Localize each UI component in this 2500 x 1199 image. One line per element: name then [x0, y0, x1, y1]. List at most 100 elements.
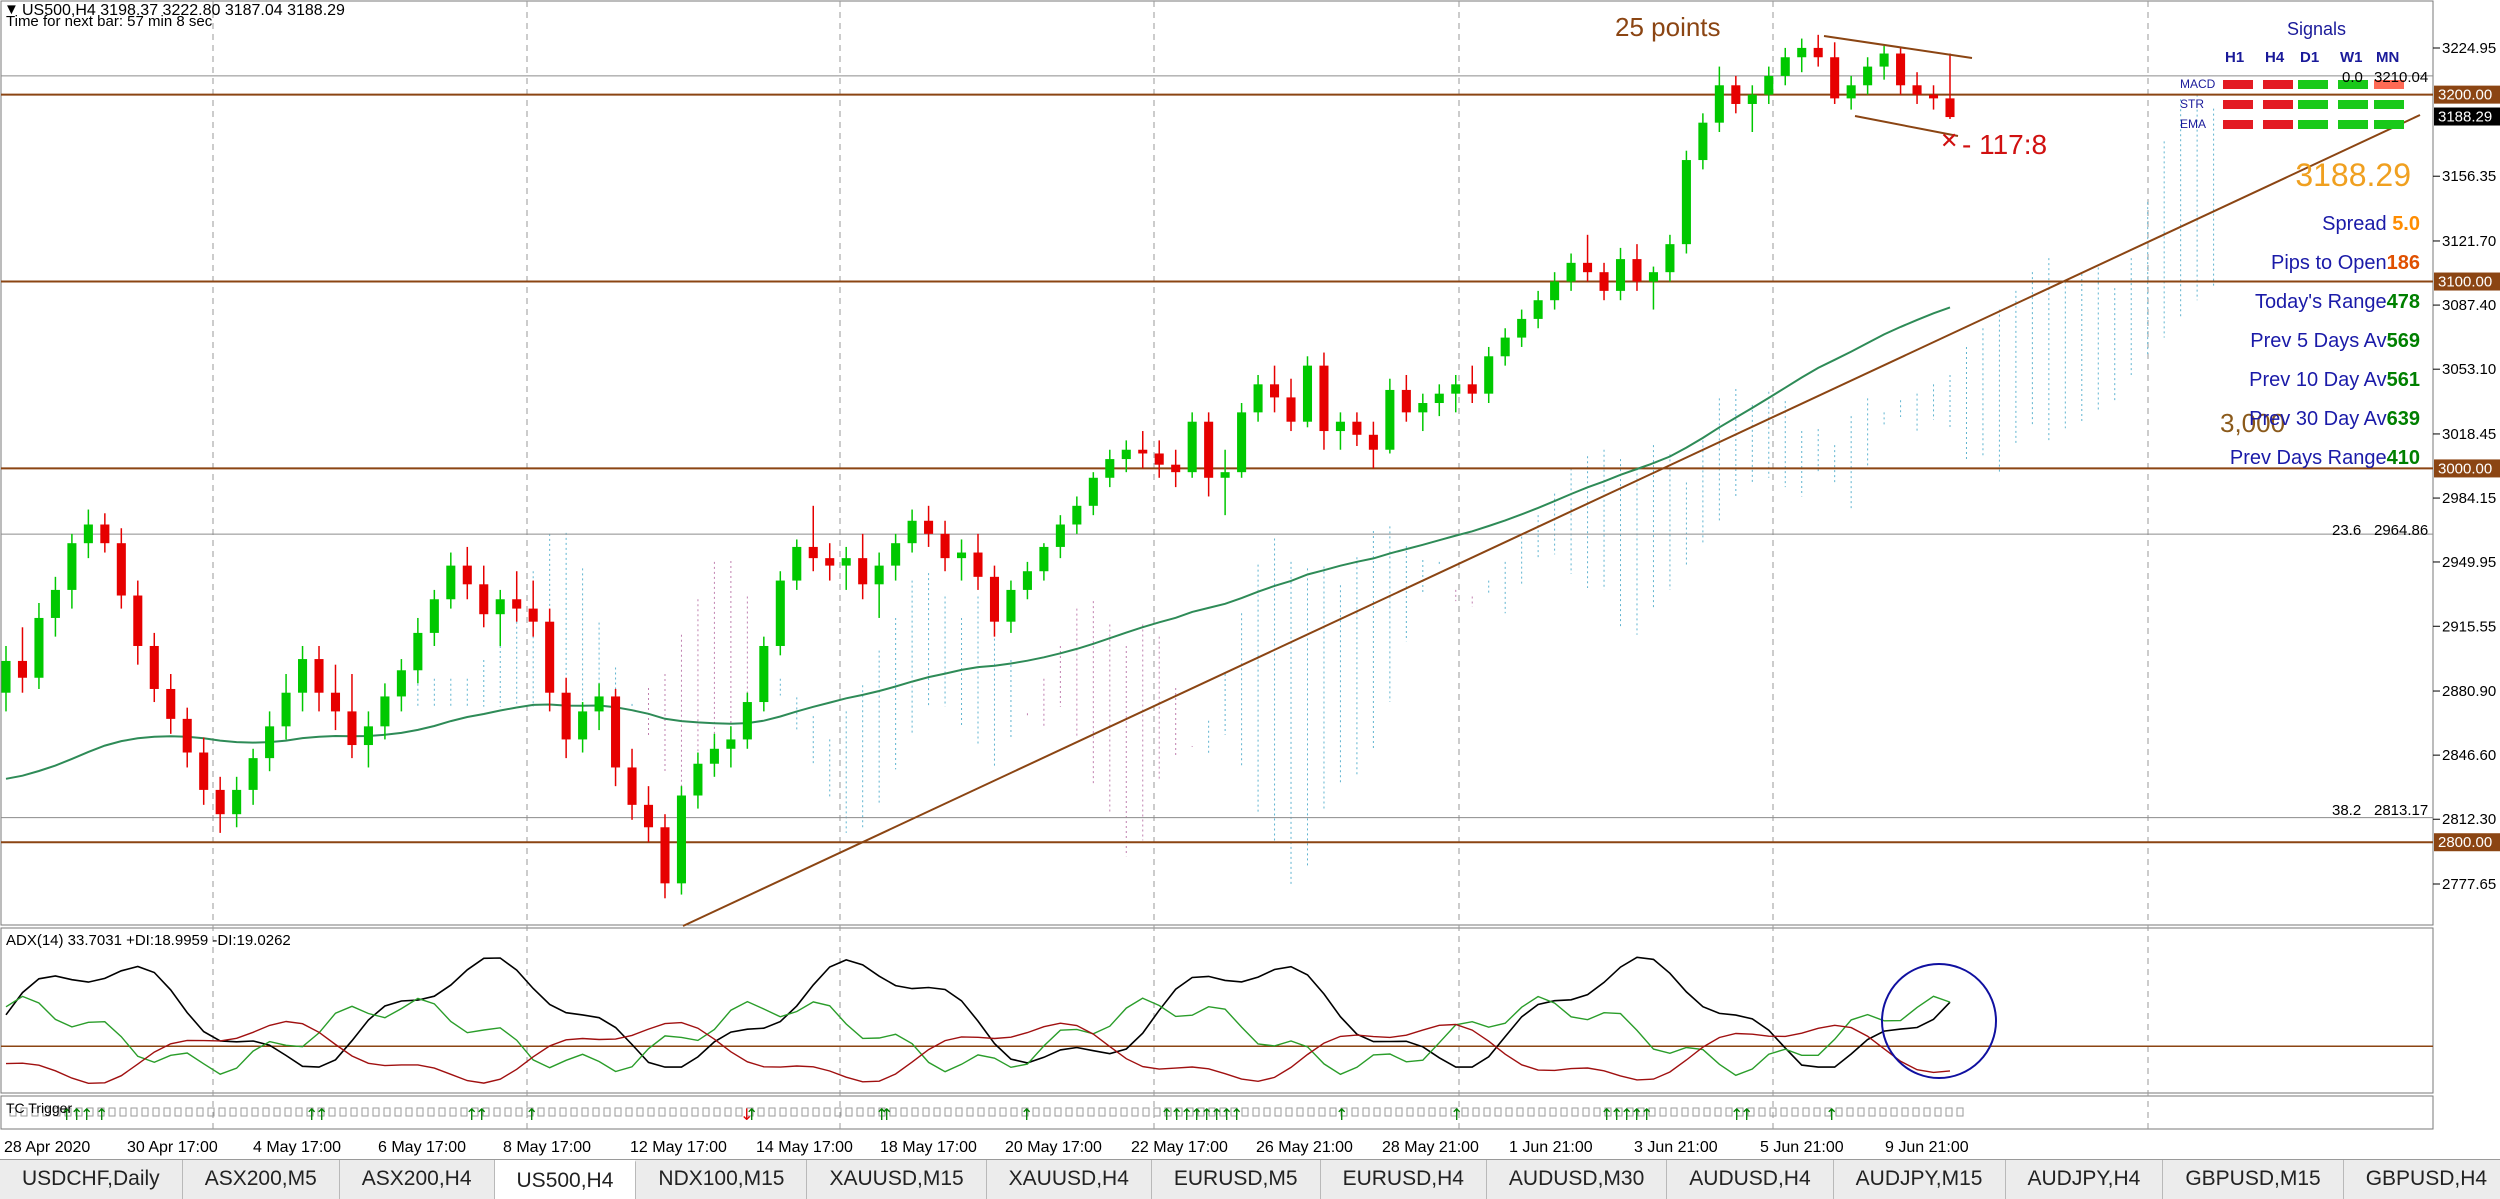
tc-trigger-mark [1483, 1107, 1491, 1117]
candle [973, 533, 983, 590]
chart-area[interactable]: 65493317120.0000 0.1-0.1↑↑↑↑↑↑↑↑↑↑↑↑↑↑↑↑… [0, 0, 2500, 1159]
tc-trigger-mark [548, 1107, 556, 1117]
tc-up-arrow-icon: ↑ [95, 1105, 108, 1124]
signal-cell [2374, 100, 2404, 109]
tc-trigger-mark [1197, 1107, 1205, 1117]
tc-trigger-mark [482, 1107, 490, 1117]
chart-tab[interactable]: NDX100,M15 [636, 1160, 808, 1199]
tc-trigger-mark [504, 1107, 512, 1117]
chart-tab[interactable]: EURUSD,H4 [1321, 1160, 1487, 1199]
time-axis-label: 6 May 17:00 [378, 1139, 466, 1156]
tc-trigger-mark [394, 1107, 402, 1117]
tc-up-arrow-icon: ↑ [1200, 1105, 1213, 1124]
tc-trigger-mark [1725, 1107, 1733, 1117]
chart-tab[interactable]: EURUSD,M5 [1152, 1160, 1321, 1199]
chart-tab[interactable]: USDCHF,Daily [0, 1160, 183, 1199]
info-row: Pips to Open186 [2271, 252, 2420, 274]
tc-up-arrow-icon: ↑ [1620, 1105, 1633, 1124]
tc-trigger-mark [526, 1107, 534, 1117]
candle [1747, 85, 1757, 133]
tc-trigger-mark [306, 1107, 314, 1117]
chart-tab[interactable]: GBPUSD,M15 [2163, 1160, 2344, 1199]
time-axis: 28 Apr 2020 30 Apr 17:00 4 May 17:00 6 May … [4, 1139, 1969, 1156]
chart-tab[interactable]: AUDUSD,M30 [1487, 1160, 1668, 1199]
candle [281, 674, 291, 740]
candle [1187, 412, 1197, 478]
tc-trigger-mark [1494, 1107, 1502, 1117]
price-tick-label: 3018.45 [2442, 426, 2496, 443]
tc-trigger-mark [174, 1107, 182, 1117]
candle [429, 589, 439, 646]
candle [1830, 42, 1840, 104]
chart-menu-icon[interactable]: ▼ [4, 1, 19, 18]
tc-trigger-mark [405, 1107, 413, 1117]
tc-trigger-mark [977, 1107, 985, 1117]
price-tick-label: 3087.40 [2442, 297, 2496, 314]
chart-tab[interactable]: US500,H4 [494, 1160, 637, 1199]
tc-trigger-mark [1307, 1107, 1315, 1117]
chart-tab[interactable]: XAUUSD,M15 [807, 1160, 987, 1199]
tc-up-arrow-icon: ↑ [745, 1105, 758, 1124]
tc-up-arrow-icon: ↑ [1210, 1105, 1223, 1124]
candle [1599, 262, 1609, 301]
candle [1220, 449, 1230, 516]
candle [1006, 580, 1016, 633]
tc-trigger-mark [141, 1107, 149, 1117]
tc-trigger-mark [812, 1107, 820, 1117]
candle [1434, 384, 1444, 417]
signal-cell [2263, 100, 2293, 109]
time-axis-label: 28 May 21:00 [1382, 1139, 1479, 1156]
info-row-value: 639 [2387, 408, 2420, 430]
tc-trigger-mark [251, 1107, 259, 1117]
info-row-value: 561 [2387, 369, 2420, 391]
chart-tab[interactable]: ASX200,M5 [183, 1160, 340, 1199]
candle [808, 505, 818, 572]
price-tick-label: 3156.35 [2442, 168, 2496, 185]
info-row: Today's Range478 [2255, 291, 2420, 313]
tc-up-arrow-icon: ↑ [1630, 1105, 1643, 1124]
tc-trigger-mark [185, 1107, 193, 1117]
tc-trigger-mark [658, 1107, 666, 1117]
tc-trigger-mark [1076, 1107, 1084, 1117]
candle [50, 576, 60, 637]
axis-background [2434, 0, 2500, 1159]
price-tick-label: 2777.65 [2442, 876, 2496, 893]
tc-trigger-mark [1153, 1107, 1161, 1117]
candle [479, 565, 489, 628]
tc-trigger-mark [1472, 1107, 1480, 1117]
tc-trigger-mark [636, 1107, 644, 1117]
tc-trigger-mark [1175, 1107, 1183, 1117]
tc-trigger-mark [1505, 1107, 1513, 1117]
tc-trigger-mark [130, 1107, 138, 1117]
candle [298, 645, 308, 712]
chart-tab[interactable]: XAUUSD,H4 [987, 1160, 1152, 1199]
chart-tab[interactable]: AUDJPY,M15 [1834, 1160, 2006, 1199]
cross-marker-icon: ✕ [1940, 128, 1958, 153]
chart-tab[interactable]: GBPUSD,H4 [2344, 1160, 2500, 1199]
chart-tab[interactable]: ASX200,H4 [340, 1160, 495, 1199]
candle [561, 677, 571, 759]
candle [1615, 247, 1626, 301]
trend-lines [682, 35, 2421, 927]
signal-cell [2223, 120, 2253, 129]
candle [116, 528, 126, 609]
chart-tab[interactable]: AUDJPY,H4 [2006, 1160, 2164, 1199]
candle [825, 543, 835, 581]
price-tick-label: 2915.55 [2442, 618, 2496, 635]
tc-trigger-mark [273, 1107, 281, 1117]
tc-up-arrow-icon: ↑ [875, 1105, 888, 1124]
tc-trigger-mark [1824, 1107, 1832, 1117]
tc-trigger-mark [1340, 1107, 1348, 1117]
tc-trigger-mark [1758, 1107, 1766, 1117]
tc-trigger-mark [537, 1107, 545, 1117]
candle [1302, 356, 1313, 428]
tc-trigger-mark [1593, 1107, 1601, 1117]
tc-trigger-mark [1230, 1107, 1238, 1117]
candle [149, 632, 159, 703]
tc-trigger-mark [460, 1107, 468, 1117]
chart-tab[interactable]: AUDUSD,H4 [1667, 1160, 1834, 1199]
price-badge-label: 3200.00 [2438, 87, 2492, 104]
price-badge-label: 2800.00 [2438, 834, 2492, 851]
info-row: Prev Days Range410 [2230, 447, 2420, 469]
info-row-value: 410 [2387, 447, 2420, 469]
